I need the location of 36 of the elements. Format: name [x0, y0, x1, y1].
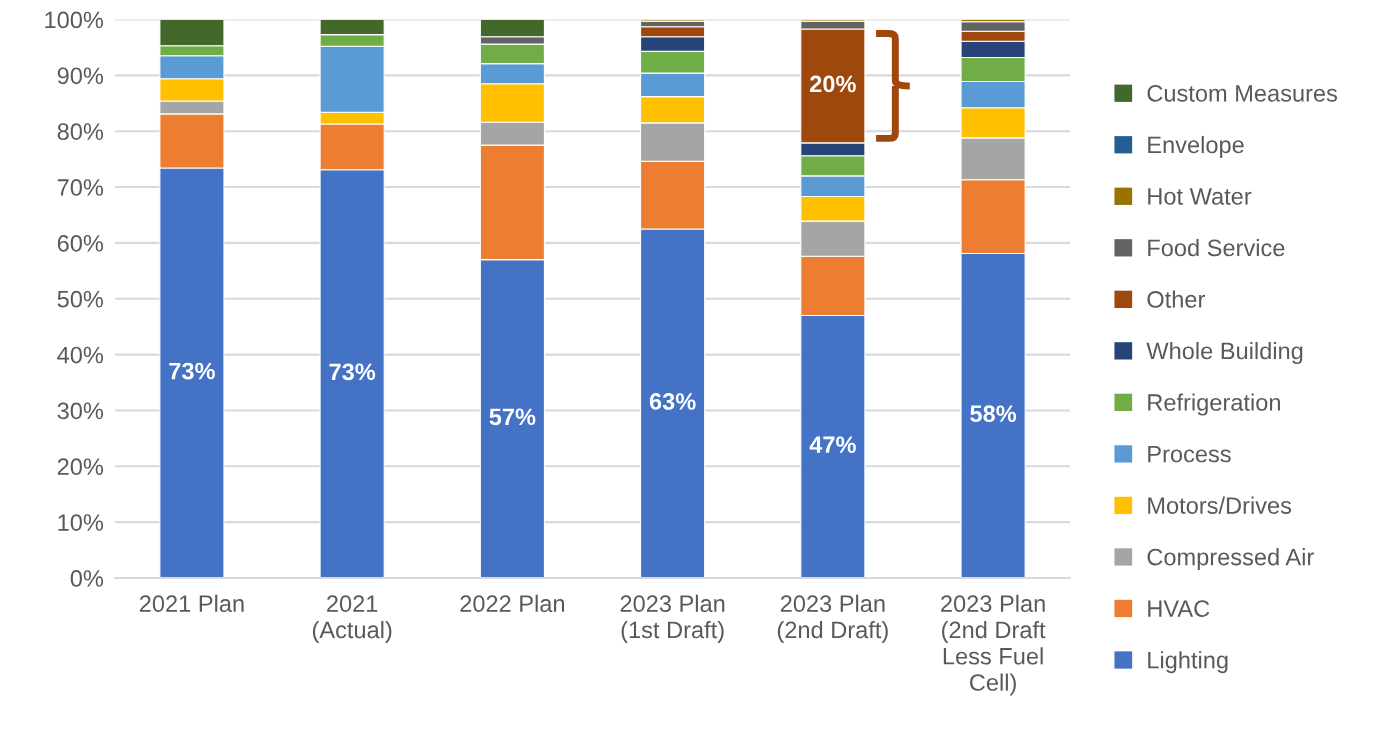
- legend-label: Whole Building: [1146, 341, 1303, 364]
- y-tick-label: 80%: [57, 123, 104, 140]
- y-tick-label: 70%: [57, 179, 104, 196]
- data-label: 57%: [489, 408, 536, 426]
- legend-label: Food Service: [1148, 238, 1285, 257]
- legend-label: HVAC: [1148, 600, 1210, 617]
- legend-label: Lighting: [1148, 651, 1228, 674]
- data-label: 73%: [169, 362, 215, 380]
- legend-label: Refrigeration: [1148, 393, 1280, 416]
- data-label: 47%: [809, 436, 856, 454]
- x-tick-label: 2022 Plan: [460, 594, 565, 613]
- y-tick-label: 50%: [57, 290, 104, 308]
- data-label: 20%: [810, 75, 856, 93]
- y-tick-label: 40%: [57, 346, 104, 364]
- y-tick-label: 10%: [58, 514, 104, 531]
- legend-label: Motors/Drives: [1148, 496, 1292, 514]
- legend-label: Other: [1147, 290, 1205, 308]
- data-label: 63%: [649, 393, 696, 410]
- y-tick-label: 100%: [45, 11, 104, 29]
- data-label: 58%: [970, 405, 1017, 423]
- x-tick-label: 2023 Plan (2nd Draft Less Fuel Cell): [941, 594, 1046, 696]
- y-tick-label: 90%: [57, 67, 104, 85]
- x-tick-label: 2021 Plan: [139, 594, 244, 613]
- x-tick-label: 2023 Plan (1st Draft): [620, 594, 725, 643]
- data-label: 73%: [329, 363, 376, 381]
- y-tick-label: 60%: [57, 234, 104, 252]
- y-tick-label: 0%: [70, 570, 104, 587]
- legend-label: Envelope: [1148, 135, 1244, 158]
- x-tick-label: 2023 Plan (2nd Draft): [777, 594, 888, 643]
- legend-label: Compressed Air: [1147, 548, 1314, 571]
- x-tick-label: 2021 (Actual): [312, 595, 392, 643]
- y-tick-label: 30%: [57, 402, 104, 420]
- legend-label: Custom Measures: [1147, 84, 1338, 102]
- legend-label: Hot Water: [1148, 188, 1252, 205]
- y-tick-label: 20%: [57, 458, 104, 476]
- legend-label: Process: [1148, 445, 1231, 463]
